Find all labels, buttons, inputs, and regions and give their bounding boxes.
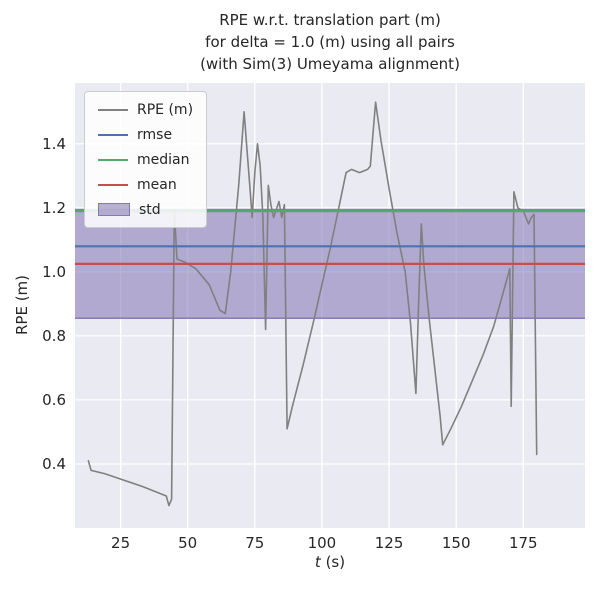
legend-entry-rmse: rmse: [98, 126, 193, 143]
y-tick-label: 0.8: [42, 327, 66, 345]
rpe-line: [87, 101, 538, 507]
y-axis-label: RPE (m): [13, 274, 31, 336]
chart-title-line-2: for delta = 1.0 (m) using all pairs: [205, 33, 455, 51]
x-tick-label: 50: [178, 534, 197, 552]
legend-sample-median-line: [98, 158, 128, 161]
x-tick-label: 75: [245, 534, 264, 552]
x-axis-label: t (s): [75, 553, 585, 571]
legend-sample-mean-line: [98, 183, 128, 186]
legend-label-median: median: [137, 151, 190, 168]
y-tick-label: 1.2: [42, 199, 66, 217]
x-tick-label: 100: [308, 534, 337, 552]
legend-label-rmse: rmse: [137, 126, 173, 143]
legend-entry-mean: mean: [98, 176, 193, 193]
y-tick-label: 0.4: [42, 455, 66, 473]
legend-label-mean: mean: [137, 176, 177, 193]
x-tick-label: 150: [442, 534, 471, 552]
y-tick-label: 0.6: [42, 391, 66, 409]
x-axis-label-variable: t: [314, 553, 321, 571]
x-axis-label-unit: (s): [325, 553, 346, 571]
legend-label-std: std: [139, 201, 161, 218]
chart-title-line-3: (with Sim(3) Umeyama alignment): [200, 55, 460, 73]
legend: RPE (m) rmse median mean std: [84, 91, 208, 228]
x-tick-label: 175: [509, 534, 538, 552]
legend-entry-median: median: [98, 151, 193, 168]
x-tick-label: 125: [375, 534, 404, 552]
legend-sample-std-swatch: [98, 203, 130, 216]
legend-entry-rpe-m: RPE (m): [98, 101, 194, 118]
chart-title-line-1: RPE w.r.t. translation part (m): [219, 11, 441, 29]
y-tick-label: 1.0: [42, 263, 66, 281]
legend-sample-rpe-m-line: [98, 108, 128, 111]
legend-sample-rmse-line: [98, 133, 128, 136]
x-tick-label: 25: [111, 534, 130, 552]
chart-title: RPE w.r.t. translation part (m) for delt…: [75, 9, 585, 75]
y-tick-label: 1.4: [42, 135, 66, 153]
legend-entry-std: std: [98, 201, 193, 218]
legend-label-rpe-m: RPE (m): [137, 101, 194, 118]
